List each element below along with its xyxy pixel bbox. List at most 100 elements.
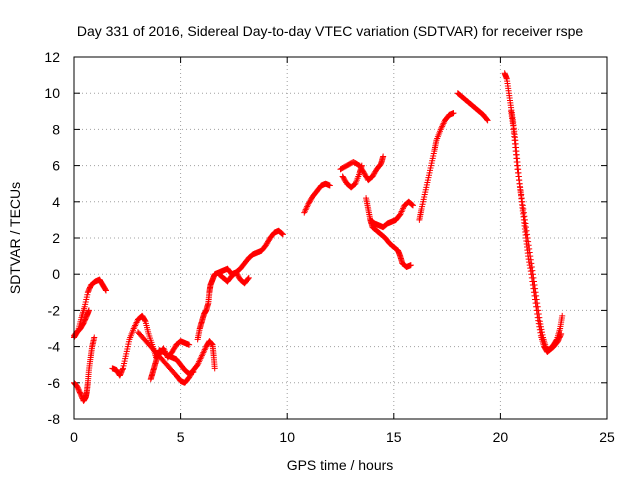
data-point	[533, 292, 540, 299]
data-point	[529, 271, 536, 278]
data-point	[102, 286, 109, 293]
data-point	[534, 300, 541, 307]
data-point	[408, 201, 415, 208]
data-point	[245, 275, 252, 282]
data-point	[537, 320, 544, 327]
data-point	[530, 274, 537, 281]
y-axis-title: SDTVAR / TECUs	[7, 182, 23, 294]
grid	[74, 57, 607, 419]
data-point	[515, 173, 522, 180]
data-point	[380, 153, 387, 160]
x-tick-label: 0	[70, 429, 78, 445]
data-point	[278, 230, 285, 237]
x-tick-label: 15	[386, 429, 402, 445]
data-point	[102, 287, 109, 294]
data-segment	[339, 162, 365, 191]
data-point	[535, 311, 542, 318]
data-point	[530, 278, 537, 285]
data-point	[536, 314, 543, 321]
data-point	[522, 224, 529, 231]
data-point	[409, 201, 416, 208]
data-point	[520, 209, 527, 216]
data-point	[514, 169, 521, 176]
data-point	[190, 368, 197, 375]
data-point	[521, 216, 528, 223]
data-point	[483, 116, 490, 123]
data-point	[523, 227, 530, 234]
data-point	[186, 341, 193, 348]
data-point	[528, 263, 535, 270]
data-point	[450, 110, 457, 117]
data-segment	[147, 347, 197, 383]
data-point	[528, 260, 535, 267]
data-point	[539, 331, 546, 338]
data-point	[517, 187, 524, 194]
y-tick-label: 0	[52, 266, 60, 282]
data-point	[279, 231, 286, 238]
data-point	[534, 303, 541, 310]
data-point	[351, 181, 358, 188]
y-tick-label: 4	[52, 194, 60, 210]
data-point	[208, 340, 215, 347]
y-tick-label: 6	[52, 158, 60, 174]
data-point	[409, 202, 416, 209]
y-tick-label: 12	[44, 49, 60, 65]
y-tick-label: -2	[48, 302, 61, 318]
x-tick-label: 20	[493, 429, 509, 445]
data-point	[536, 318, 543, 325]
data-point	[516, 180, 523, 187]
y-tick-label: -8	[48, 411, 61, 427]
tick-labels: 0 5 10 15 20 25 -8 -6 -4 -2 0 2 4 6 8 10 12	[44, 49, 615, 445]
data-segment	[454, 90, 491, 124]
data-point	[519, 202, 526, 209]
data-point	[358, 162, 365, 169]
data-point	[119, 366, 126, 373]
data-point	[516, 177, 523, 184]
data-point	[529, 267, 536, 274]
y-tick-label: 2	[52, 230, 60, 246]
data-point	[519, 198, 526, 205]
data-marks	[71, 70, 566, 404]
data-point	[521, 213, 528, 220]
y-tick-label: -4	[48, 339, 61, 355]
data-point	[531, 282, 538, 289]
x-tick-label: 25	[599, 429, 615, 445]
data-segment	[508, 108, 565, 354]
x-tick-label: 5	[177, 429, 185, 445]
data-point	[524, 231, 531, 238]
y-tick-label: 8	[52, 121, 60, 137]
data-point	[527, 253, 534, 260]
data-point	[537, 323, 544, 330]
data-point	[532, 285, 539, 292]
data-point	[525, 238, 532, 245]
chart-title: Day 331 of 2016, Sidereal Day-to-day VTE…	[77, 23, 583, 39]
data-point	[91, 334, 98, 341]
data-point	[526, 245, 533, 252]
data-segment	[194, 227, 286, 343]
data-point	[407, 262, 414, 269]
data-point	[532, 289, 539, 296]
data-segment	[367, 198, 416, 231]
data-point	[211, 365, 218, 372]
data-point	[484, 117, 491, 124]
x-axis-title: GPS time / hours	[287, 457, 394, 473]
data-point	[279, 230, 286, 237]
data-point	[522, 220, 529, 227]
data-point	[518, 191, 525, 198]
data-point	[558, 330, 565, 337]
x-tick-label: 10	[279, 429, 295, 445]
data-segment	[416, 110, 457, 223]
data-point	[526, 249, 533, 256]
data-point	[538, 326, 545, 333]
y-tick-label: -6	[48, 375, 61, 391]
data-point	[517, 184, 524, 191]
y-tick-label: 10	[44, 85, 60, 101]
data-point	[85, 307, 92, 314]
data-segment	[109, 312, 193, 379]
data-point	[326, 182, 333, 189]
data-point	[535, 307, 542, 314]
data-segment	[71, 334, 98, 404]
data-point	[533, 296, 540, 303]
data-point	[520, 206, 527, 213]
data-point	[527, 256, 534, 263]
